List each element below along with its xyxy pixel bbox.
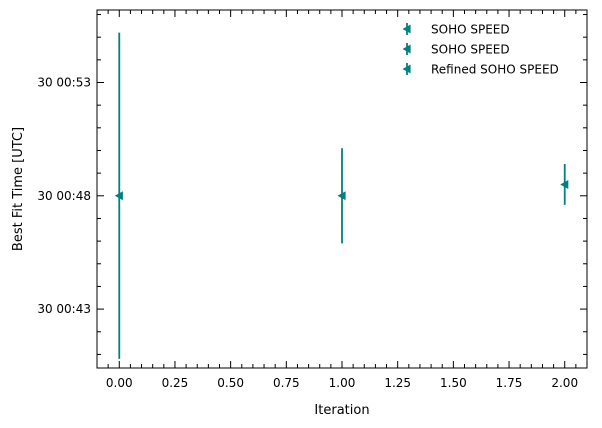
x-tick-label: 2.00 (551, 376, 578, 390)
axis-ticks (97, 10, 587, 368)
legend: SOHO SPEED SOHO SPEED Refined SOHO SPEED (402, 23, 559, 77)
y-axis-label: Best Fit Time [UTC] (11, 127, 26, 251)
legend-marker (402, 44, 411, 54)
x-tick-label: 1.00 (329, 376, 356, 390)
x-tick-label: 0.75 (273, 376, 300, 390)
legend-marker (402, 24, 411, 34)
x-tick-label: 0.25 (162, 376, 189, 390)
y-tick-label: 30 00:53 (37, 76, 91, 90)
data-markers (114, 179, 569, 201)
x-tick-label: 1.50 (440, 376, 467, 390)
legend-label: Refined SOHO SPEED (431, 63, 559, 77)
y-tick-labels: 30 00:43 30 00:48 30 00:53 (37, 76, 91, 317)
data-point (560, 179, 569, 189)
data-point (114, 191, 123, 201)
data-point (337, 191, 346, 201)
y-tick-label: 30 00:43 (37, 302, 91, 316)
x-tick-label: 1.75 (496, 376, 523, 390)
x-tick-label: 0.00 (106, 376, 133, 390)
x-tick-label: 0.50 (217, 376, 244, 390)
y-tick-label: 30 00:48 (37, 189, 91, 203)
x-axis-label: Iteration (314, 403, 369, 418)
legend-marker (402, 64, 411, 74)
legend-label: SOHO SPEED (431, 43, 510, 57)
legend-label: SOHO SPEED (431, 23, 510, 37)
x-tick-labels: 0.00 0.25 0.50 0.75 1.00 1.25 1.50 1.75 2.00 (106, 376, 578, 390)
x-tick-label: 1.25 (384, 376, 411, 390)
